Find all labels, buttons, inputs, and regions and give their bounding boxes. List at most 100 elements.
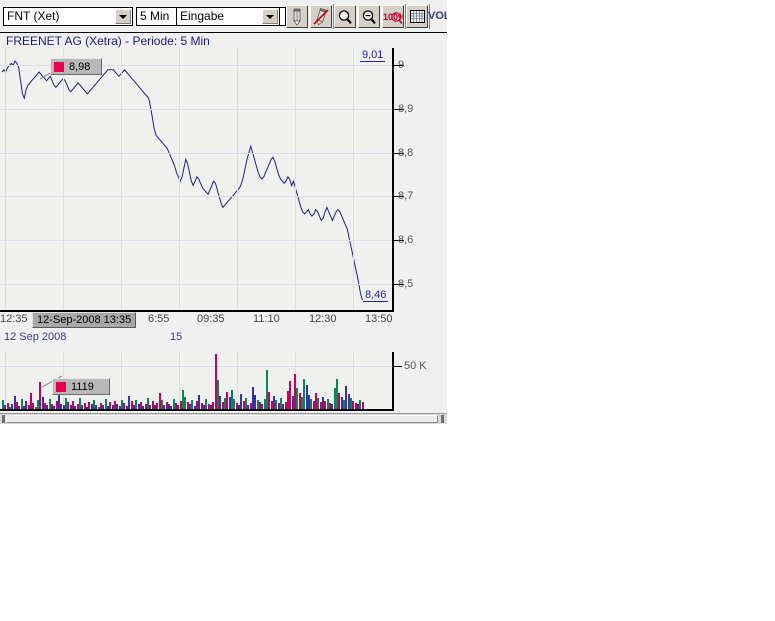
zoom-100-percent-icon: 100%	[383, 12, 403, 24]
zoom-reset-button[interactable]: 100%	[382, 5, 404, 28]
volume-bar	[272, 396, 275, 410]
price-line-series	[1, 60, 365, 302]
volume-bar	[170, 406, 173, 410]
vol-button-label[interactable]: VOL	[428, 10, 447, 22]
grid-icon	[409, 10, 425, 23]
volume-bar	[114, 400, 117, 410]
toolbar-separator	[405, 4, 406, 29]
volume-bar	[263, 398, 266, 410]
volume-bar	[81, 405, 84, 410]
gridline-vertical	[237, 48, 238, 310]
chart-window: FNT (Xet) 5 Min Eingabe	[0, 0, 447, 424]
volume-bar	[39, 382, 42, 410]
volume-bar	[230, 389, 233, 410]
delete-drawing-button[interactable]	[310, 5, 332, 28]
volume-bar	[226, 392, 229, 410]
y-axis-tick-label: 8,7	[398, 190, 414, 203]
volume-bar	[303, 379, 306, 410]
volume-bar	[2, 399, 4, 410]
volume-bar	[167, 403, 170, 410]
volume-bar	[343, 399, 345, 410]
volume-bar	[324, 400, 327, 410]
price-chart-pane[interactable]	[0, 48, 392, 310]
volume-bar	[244, 398, 247, 410]
volume-bar	[191, 399, 194, 410]
scrollbar-right-end[interactable]	[441, 415, 444, 423]
volume-bar	[205, 399, 208, 410]
horizontal-scrollbar[interactable]	[0, 413, 447, 424]
scrollbar-thumb[interactable]	[6, 415, 438, 423]
gridline-vertical	[121, 352, 122, 410]
volume-bar	[25, 400, 28, 410]
volume-bar	[198, 395, 201, 410]
volume-bar	[132, 405, 135, 410]
gridline-vertical	[5, 352, 6, 410]
last-value-label: 8,46	[363, 289, 389, 303]
volume-bar	[270, 400, 273, 410]
gridline-vertical	[353, 352, 354, 410]
volume-y-axis	[392, 352, 394, 410]
volume-bar	[195, 401, 198, 410]
volume-bar	[216, 380, 219, 410]
volume-bar	[9, 407, 11, 410]
draw-pencil-button[interactable]	[286, 5, 308, 28]
volume-bar	[118, 406, 121, 410]
volume-bar	[223, 397, 226, 410]
volume-bar	[186, 402, 189, 410]
volume-bar	[315, 393, 317, 410]
volume-bar	[135, 399, 138, 410]
zoom-out-button[interactable]	[358, 5, 380, 28]
symbol-select[interactable]: FNT (Xet)	[3, 7, 133, 26]
gridline-vertical	[237, 352, 238, 410]
volume-bar	[139, 401, 142, 410]
volume-bar	[48, 399, 51, 410]
volume-bar	[352, 401, 355, 410]
volume-bar	[296, 388, 299, 410]
price-x-axis	[0, 310, 394, 312]
volume-bar	[286, 390, 289, 410]
volume-bar	[305, 385, 308, 410]
volume-bar	[251, 386, 254, 410]
volume-bar	[37, 399, 39, 410]
y-axis-tick	[394, 65, 404, 67]
page-title: FREENET AG (Xetra) - Periode: 5 Min	[6, 34, 210, 48]
volume-bar	[6, 403, 9, 410]
volume-bar	[188, 404, 191, 410]
toolbar-separator	[429, 4, 430, 29]
volume-bar	[149, 404, 152, 410]
volume-bar	[247, 405, 250, 410]
x-axis-tick-label: 09:35	[197, 313, 225, 325]
volume-bar	[340, 397, 343, 410]
volume-bar	[11, 404, 14, 410]
symbol-select-value: FNT (Xet)	[7, 9, 60, 23]
volume-bar	[163, 404, 166, 410]
scrollbar-left-end[interactable]	[2, 415, 5, 423]
toolbar-separator	[333, 4, 334, 29]
volume-bar	[221, 401, 224, 410]
volume-bar	[16, 401, 18, 410]
volume-bar	[172, 398, 175, 410]
volume-bar	[30, 393, 32, 410]
x-axis-tick-label: 11:10	[253, 313, 280, 325]
volume-bar	[97, 407, 100, 410]
grid-toggle-button[interactable]	[406, 5, 428, 28]
volume-bar	[277, 402, 280, 410]
input-select[interactable]: Eingabe	[176, 7, 280, 26]
volume-bar	[142, 406, 145, 410]
volume-bar	[46, 405, 49, 410]
chevron-down-icon[interactable]	[115, 9, 131, 24]
y-axis-tick-label: 9	[398, 59, 405, 72]
volume-bar	[156, 402, 159, 410]
volume-bar	[319, 402, 322, 410]
volume-bar	[65, 398, 68, 410]
price-tooltip: 8,98	[50, 58, 102, 75]
volume-bar	[116, 403, 119, 410]
zoom-in-button[interactable]	[334, 5, 356, 28]
volume-bar	[88, 401, 91, 410]
volume-bar	[121, 400, 124, 410]
volume-bar	[207, 403, 210, 410]
input-select-value: Eingabe	[180, 9, 225, 23]
gridline-horizontal	[0, 152, 392, 154]
chevron-down-icon[interactable]	[262, 9, 278, 24]
volume-bar	[107, 406, 110, 410]
